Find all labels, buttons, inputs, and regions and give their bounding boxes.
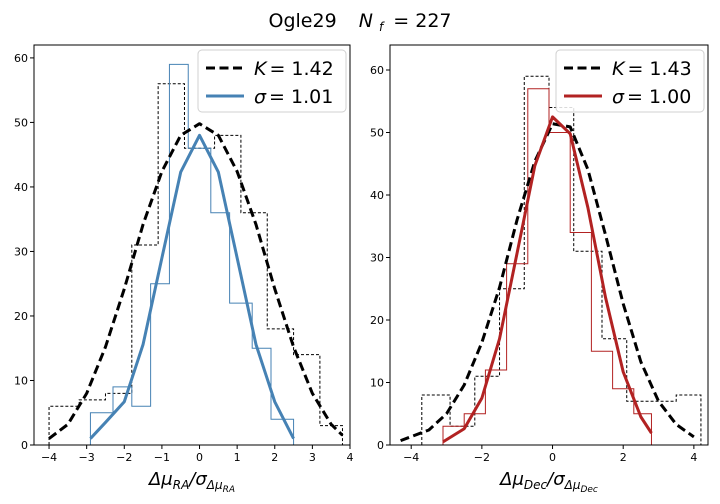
left-xtick-label: −4 [41,451,57,464]
right-ytick-label: 0 [377,439,384,452]
figure-title-nf-value: = 227 [393,10,451,32]
left-curve-sigma [89,133,295,440]
left-xtick-label: 2 [271,451,278,464]
left-histogram-k [48,83,343,445]
left-ytick-label: 20 [14,310,28,323]
left-xaxis-label-sep-sub: Δμ [206,478,223,492]
right-xtick-label: 2 [620,451,627,464]
right-xtick-label: −4 [403,451,419,464]
left-xtick-label: 0 [196,451,203,464]
right-xaxis-label-main-sub: Dec [524,478,548,492]
right-xaxis-label-sep-subsub: Dec [580,485,597,495]
right-xaxis-label-main: Δμ [498,469,524,490]
right-histogram-k [421,75,702,445]
right-xaxis-label-sep: /σ [545,469,565,490]
figure-title-nf: N [359,10,373,32]
figure-title-nf-sub: f [379,20,385,34]
right-curve-k [400,122,695,443]
left-legend-label-sigma: σ = 1.01 [254,86,333,108]
left-plot-area [48,63,344,445]
right-ytick-label: 20 [370,314,384,327]
left-xtick-label: 1 [234,451,241,464]
right-legend-label-k: K = 1.43 [612,58,692,80]
figure-title: Ogle29 N f = 227 [269,10,452,36]
right-ytick-label: 10 [370,377,384,390]
right-xtick-label: 4 [690,451,697,464]
left-curve-k [48,122,344,440]
left-ytick-label: 30 [14,245,28,258]
left-xtick-label: −1 [154,451,170,464]
right-xaxis-label-sep-sub: Δμ [564,478,581,492]
left-xtick-label: 3 [309,451,316,464]
left-histogram-sigma [89,63,295,445]
left-ytick-label: 50 [14,116,28,129]
right-ytick-label: 50 [370,127,384,140]
left-ytick-label: 40 [14,181,28,194]
right-histogram-sigma [442,88,652,445]
left-ytick-label: 0 [21,439,28,452]
right-xtick-label: 0 [549,451,556,464]
right-ytick-label: 30 [370,252,384,265]
right-ytick-label: 60 [370,64,384,77]
left-ytick-label: 60 [14,52,28,65]
left-xaxis-label-sep: /σ [187,469,207,490]
left-axes-frame [33,44,351,446]
left-xtick-label: −3 [79,451,95,464]
left-legend: K = 1.42 σ = 1.01 [197,49,347,113]
left-xaxis-label-main: Δμ [147,469,173,490]
left-xtick-label: −2 [116,451,132,464]
right-xtick-label: −2 [474,451,490,464]
right-axes-frame [389,44,709,446]
right-legend: K = 1.43 σ = 1.00 [555,49,705,113]
left-xaxis-label: ΔμRA/σΔμRA [147,469,235,495]
right-ytick-label: 40 [370,189,384,202]
left-xaxis-label-sep-subsub: RA [223,485,235,495]
left-legend-label-k: K = 1.42 [254,58,334,80]
right-plot-area [400,75,702,445]
right-xaxis-label: ΔμDec/σΔμDec [498,469,598,495]
left-xaxis-label-main-sub: RA [173,478,190,492]
right-legend-label-sigma: σ = 1.00 [612,86,691,108]
right-curve-sigma [442,115,653,444]
left-xtick-label: 4 [347,451,354,464]
figure-title-name: Ogle29 [269,10,337,32]
left-ytick-label: 10 [14,374,28,387]
